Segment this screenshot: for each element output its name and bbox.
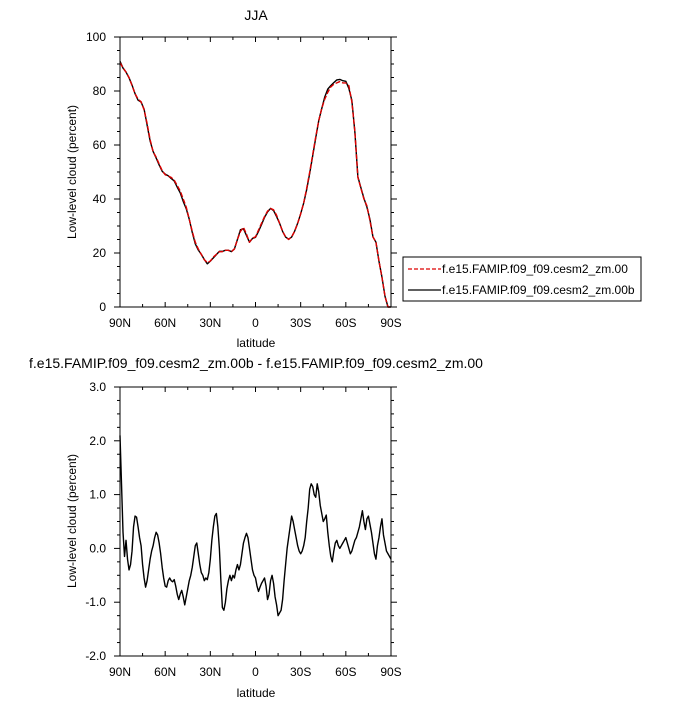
top-x-tick-label: 0 (252, 316, 259, 330)
bottom-panel: f.e15.FAMIP.f09_f09.cesm2_zm.00b - f.e15… (29, 355, 483, 700)
bottom-x-tick-label: 30S (290, 665, 311, 679)
top-plot-frame (119, 36, 392, 308)
top-x-tick-label: 30S (290, 316, 311, 330)
bottom-x-tick-label: 0 (252, 665, 259, 679)
top-y-tick-label: 80 (93, 84, 107, 98)
legend-entry-00b: f.e15.FAMIP.f09_f09.cesm2_zm.00b (442, 283, 635, 297)
top-y-tick-label: 20 (93, 246, 107, 260)
bottom-y-tick-label: -2.0 (85, 649, 106, 663)
top-x-tick-label: 90N (109, 316, 131, 330)
top-x-tick-label: 30N (199, 316, 221, 330)
bottom-series-group (119, 435, 392, 617)
top-series-group (119, 61, 391, 308)
legend-entry-00: f.e15.FAMIP.f09_f09.cesm2_zm.00 (442, 262, 628, 276)
top-series-line-00b (119, 61, 391, 308)
bottom-y-tick-label: 2.0 (89, 434, 106, 448)
top-panel: JJA 90N 60N 30N 0 30S 60S 90S 0 20 40 60 80 100 lati… (65, 7, 402, 350)
bottom-y-tick-label: -1.0 (85, 595, 106, 609)
bottom-x-tick-label: 90N (109, 665, 131, 679)
bottom-x-tick-label: 90S (380, 665, 401, 679)
top-y-axis-label: Low-level cloud (percent) (65, 105, 79, 239)
bottom-plot-frame (119, 386, 392, 657)
top-y-tick-label: 60 (93, 138, 107, 152)
top-y-tick-label: 0 (99, 300, 106, 314)
bottom-x-tick-label: 30N (199, 665, 221, 679)
top-x-tick-label: 60S (335, 316, 356, 330)
top-x-tick-label: 60N (154, 316, 176, 330)
top-chart-title: JJA (244, 7, 268, 23)
bottom-y-tick-label: 1.0 (89, 488, 106, 502)
top-series-line-00 (119, 62, 391, 308)
bottom-x-axis-label: latitude (237, 686, 276, 700)
bottom-y-tick-label: 3.0 (89, 380, 106, 394)
bottom-x-tick-label: 60S (335, 665, 356, 679)
legend-box (402, 256, 642, 302)
bottom-y-tick-label: 0.0 (89, 541, 106, 555)
top-x-tick-label: 90S (380, 316, 401, 330)
top-y-tick-label: 40 (93, 192, 107, 206)
bottom-y-axis-label: Low-level cloud (percent) (65, 454, 79, 588)
bottom-x-tick-label: 60N (154, 665, 176, 679)
bottom-axis-ticks: 90N 60N 30N 0 30S 60S 90S -2.0 -1.0 0.0 1.0 2.0 3.0 (85, 380, 401, 679)
top-axis-ticks: 90N 60N 30N 0 30S 60S 90S 0 20 40 60 80 100 (86, 30, 402, 330)
bottom-series-line-diff (119, 435, 392, 617)
bottom-chart-title: f.e15.FAMIP.f09_f09.cesm2_zm.00b - f.e15… (29, 355, 483, 371)
top-x-axis-label: latitude (237, 336, 276, 350)
legend: f.e15.FAMIP.f09_f09.cesm2_zm.00 f.e15.FA… (402, 256, 642, 302)
top-y-tick-label: 100 (86, 30, 106, 44)
